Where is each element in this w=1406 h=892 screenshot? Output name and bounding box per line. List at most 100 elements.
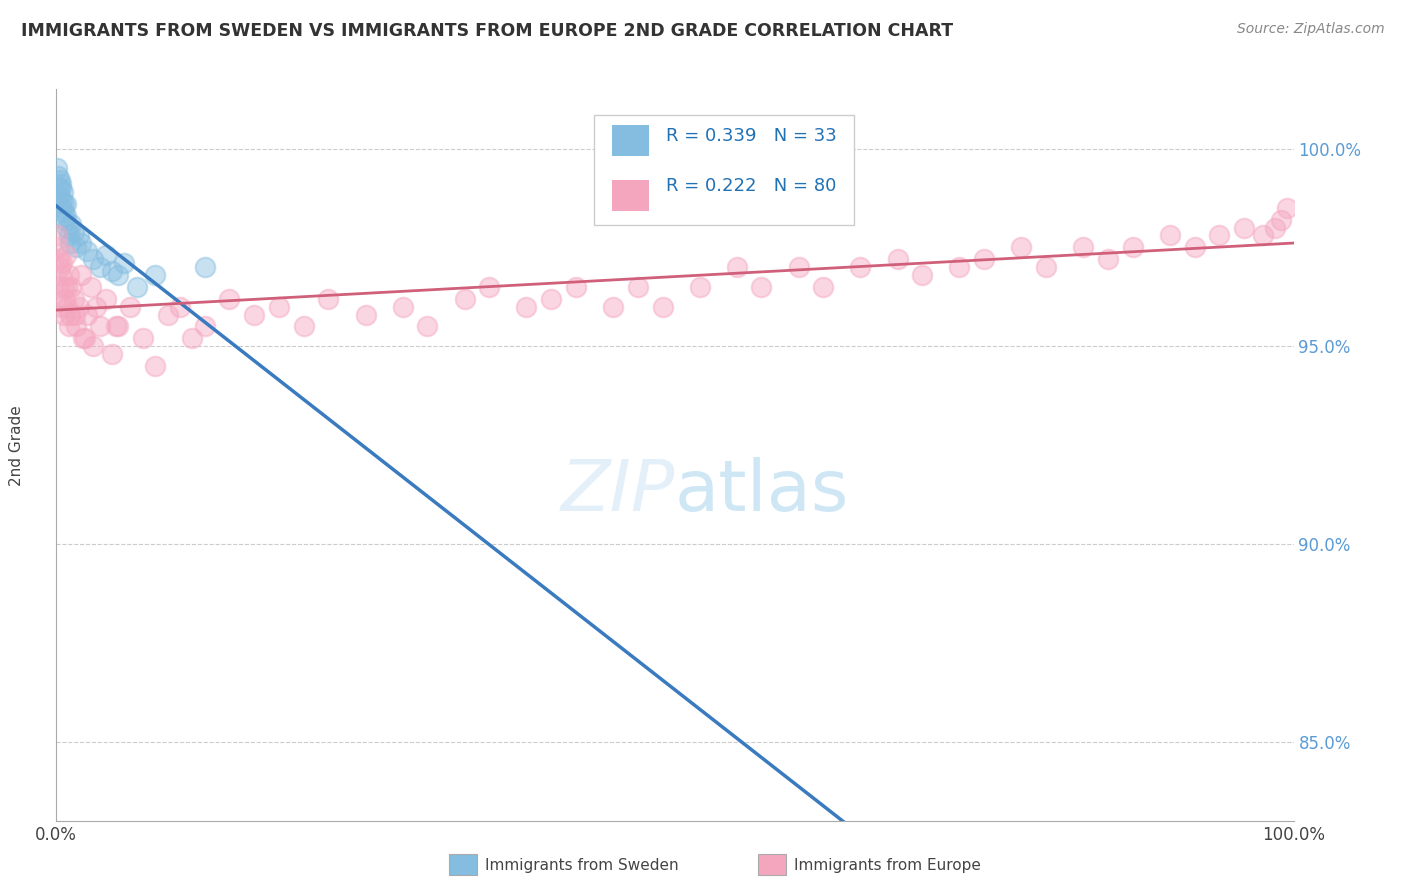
Point [181, 331, 204, 345]
Point [46, 228, 69, 243]
Point [751, 280, 773, 294]
Point [1035, 260, 1057, 274]
Point [55, 280, 77, 294]
Point [143, 268, 166, 282]
Point [1122, 240, 1144, 254]
Point [72, 331, 94, 345]
Point [651, 300, 673, 314]
Point [59, 236, 82, 251]
Point [53, 212, 76, 227]
Text: Immigrants from Sweden: Immigrants from Sweden [485, 858, 679, 872]
Point [52, 280, 75, 294]
Point [49, 173, 72, 187]
Point [55, 248, 77, 262]
Point [76, 308, 98, 322]
Text: ZIP: ZIP [561, 457, 675, 526]
Point [104, 319, 127, 334]
Point [101, 264, 124, 278]
Point [80, 280, 103, 294]
FancyBboxPatch shape [612, 180, 650, 211]
Point [53, 204, 76, 219]
Point [65, 240, 87, 254]
Point [49, 177, 72, 191]
Point [51, 300, 73, 314]
Point [107, 319, 129, 334]
Point [125, 280, 148, 294]
Point [169, 300, 191, 314]
Point [1097, 252, 1119, 267]
Point [515, 300, 537, 314]
Point [94, 248, 117, 262]
Point [63, 308, 86, 322]
Point [70, 236, 93, 251]
Point [62, 292, 84, 306]
Point [112, 256, 135, 270]
Point [82, 339, 104, 353]
Point [911, 268, 934, 282]
Text: R = 0.222   N = 80: R = 0.222 N = 80 [666, 177, 837, 195]
Point [48, 252, 70, 267]
Point [56, 300, 79, 314]
Point [73, 331, 96, 345]
Point [218, 292, 240, 306]
Text: IMMIGRANTS FROM SWEDEN VS IMMIGRANTS FROM EUROPE 2ND GRADE CORRELATION CHART: IMMIGRANTS FROM SWEDEN VS IMMIGRANTS FRO… [21, 22, 953, 40]
Point [787, 260, 810, 274]
Point [55, 197, 77, 211]
Point [60, 217, 83, 231]
Point [565, 280, 588, 294]
Point [53, 308, 76, 322]
Point [886, 252, 908, 267]
Point [89, 319, 111, 334]
Point [58, 228, 80, 243]
Text: 2nd Grade: 2nd Grade [10, 406, 24, 486]
Point [156, 308, 179, 322]
Point [354, 308, 377, 322]
Point [689, 280, 711, 294]
Point [453, 292, 475, 306]
Point [70, 268, 93, 282]
Point [120, 300, 142, 314]
Point [52, 197, 75, 211]
Point [1208, 228, 1230, 243]
Text: R = 0.339   N = 33: R = 0.339 N = 33 [666, 128, 837, 145]
Point [1184, 240, 1206, 254]
Point [58, 319, 80, 334]
Point [1010, 240, 1032, 254]
Point [58, 268, 80, 282]
Point [51, 193, 73, 207]
Point [46, 240, 69, 254]
Point [132, 331, 155, 345]
Point [46, 161, 69, 176]
Point [59, 308, 82, 322]
Point [143, 359, 166, 373]
Point [51, 256, 73, 270]
Text: Immigrants from Europe: Immigrants from Europe [794, 858, 981, 872]
Point [55, 209, 77, 223]
Point [292, 319, 315, 334]
Point [52, 185, 75, 199]
Point [1277, 201, 1299, 215]
Point [813, 280, 835, 294]
Point [76, 244, 98, 259]
Point [84, 300, 107, 314]
Point [318, 292, 340, 306]
Point [194, 319, 217, 334]
Point [82, 252, 104, 267]
Point [1264, 220, 1286, 235]
Point [67, 300, 90, 314]
Point [948, 260, 970, 274]
Point [51, 181, 73, 195]
Point [65, 319, 87, 334]
FancyBboxPatch shape [612, 125, 650, 156]
Point [627, 280, 650, 294]
Point [478, 280, 501, 294]
Point [48, 181, 70, 195]
Point [48, 189, 70, 203]
Point [46, 169, 69, 184]
Point [94, 292, 117, 306]
Point [243, 308, 266, 322]
Point [56, 220, 79, 235]
Point [67, 228, 90, 243]
Point [540, 292, 562, 306]
Text: atlas: atlas [675, 457, 849, 526]
